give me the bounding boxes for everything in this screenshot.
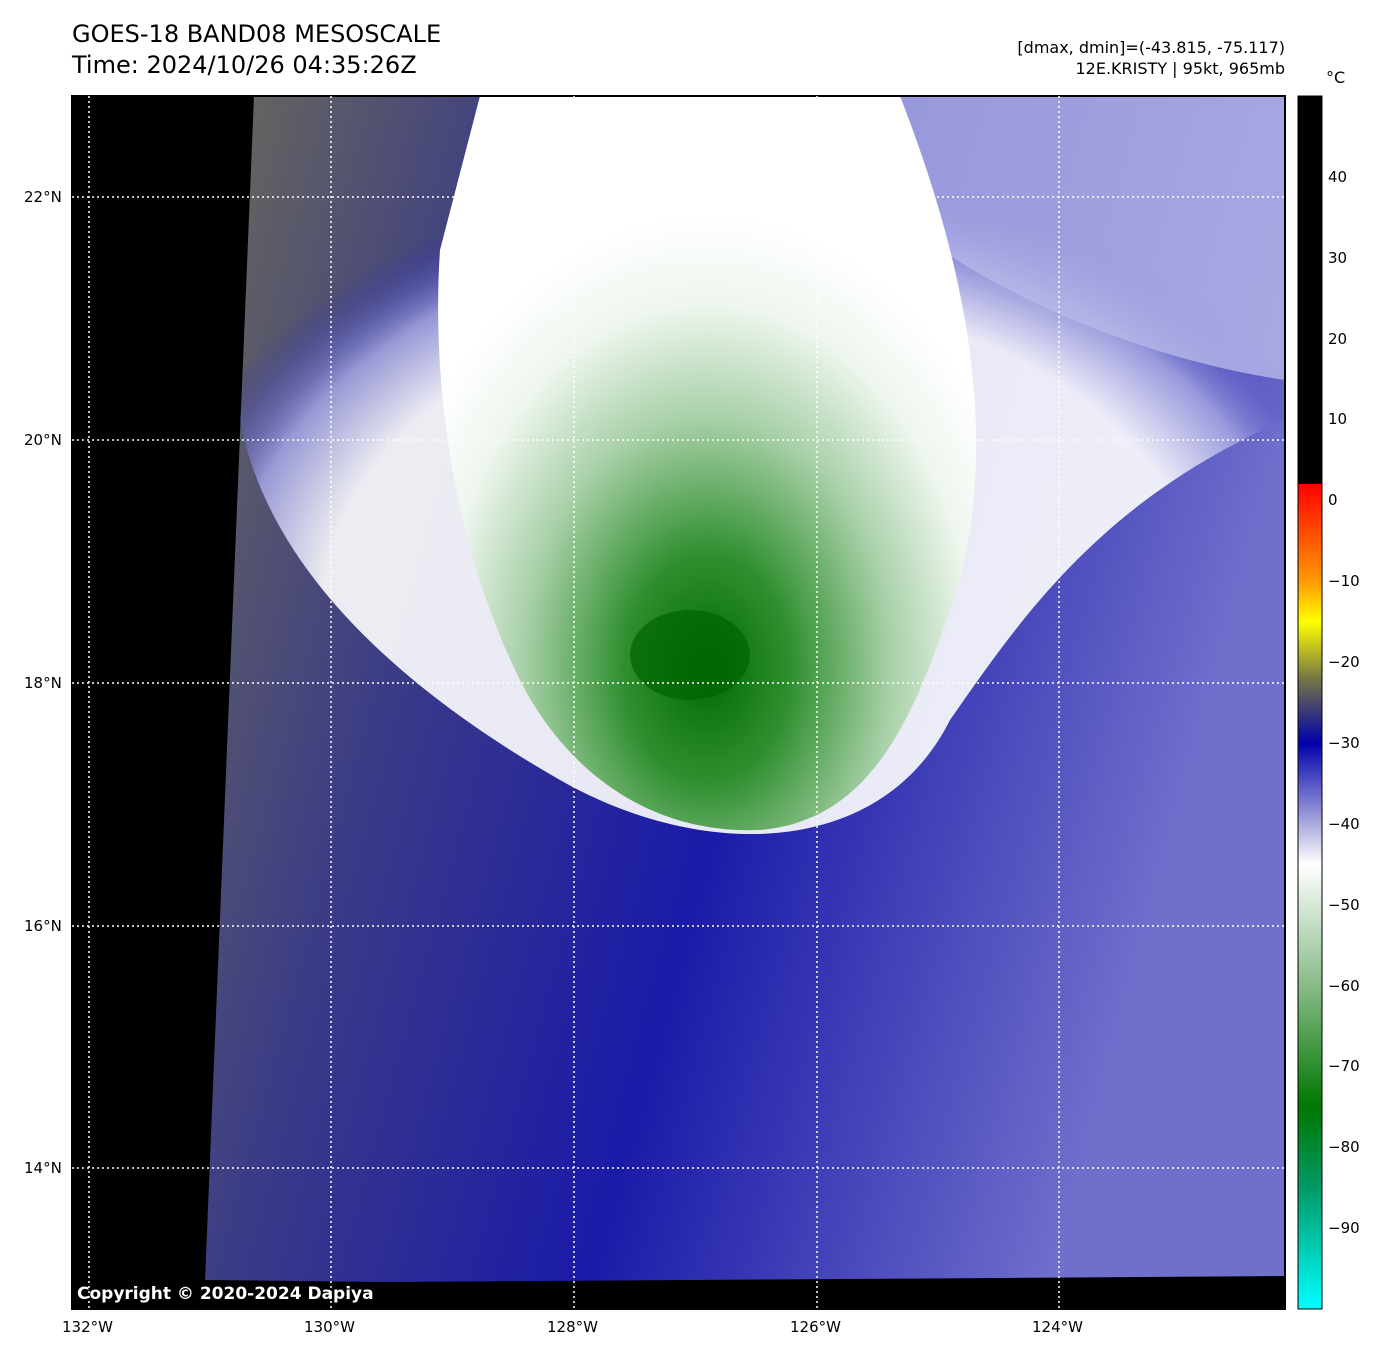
lon-tick: 124°W <box>1032 1318 1083 1336</box>
lat-tick: 18°N <box>24 674 62 692</box>
colorbar-tick: −50 <box>1328 895 1360 914</box>
lon-tick: 126°W <box>790 1318 841 1336</box>
colorbar-tick: −60 <box>1328 976 1360 995</box>
lat-tick: 14°N <box>24 1159 62 1177</box>
storm-eye-region <box>630 610 750 700</box>
figure-title: GOES-18 BAND08 MESOSCALE <box>72 20 442 48</box>
data-range-label: [dmax, dmin]=(-43.815, -75.117) <box>1017 38 1285 57</box>
colorbar-tick: 0 <box>1328 491 1338 510</box>
copyright-label: Copyright © 2020-2024 Dapiya <box>77 1284 374 1304</box>
map-plot-area <box>72 96 1285 1309</box>
colorbar-tick: 40 <box>1328 167 1348 186</box>
gridlines <box>72 96 1285 1309</box>
colorbar-tick: −20 <box>1328 653 1360 672</box>
storm-info-label: 12E.KRISTY | 95kt, 965mb <box>1075 59 1286 78</box>
colorbar-tick: 30 <box>1328 248 1348 267</box>
lat-tick: 22°N <box>24 188 62 206</box>
colorbar-unit: °C <box>1326 68 1346 87</box>
colorbar <box>1297 95 1323 1310</box>
lon-tick: 132°W <box>62 1318 113 1336</box>
lon-tick: 128°W <box>547 1318 598 1336</box>
lon-tick: 130°W <box>304 1318 355 1336</box>
colorbar-tick: −80 <box>1328 1138 1360 1157</box>
colorbar-tick: −70 <box>1328 1057 1360 1076</box>
lat-tick: 16°N <box>24 917 62 935</box>
colorbar-tick: −10 <box>1328 572 1360 591</box>
colorbar-tick: 20 <box>1328 329 1348 348</box>
storm-central-dense-overcast <box>438 96 977 831</box>
colorbar-tick: −90 <box>1328 1219 1360 1238</box>
figure-time: Time: 2024/10/26 04:35:26Z <box>72 51 417 79</box>
colorbar-tick: −30 <box>1328 733 1360 752</box>
lat-tick: 20°N <box>24 431 62 449</box>
colorbar-tick: −40 <box>1328 814 1360 833</box>
colorbar-tick: 10 <box>1328 410 1348 429</box>
